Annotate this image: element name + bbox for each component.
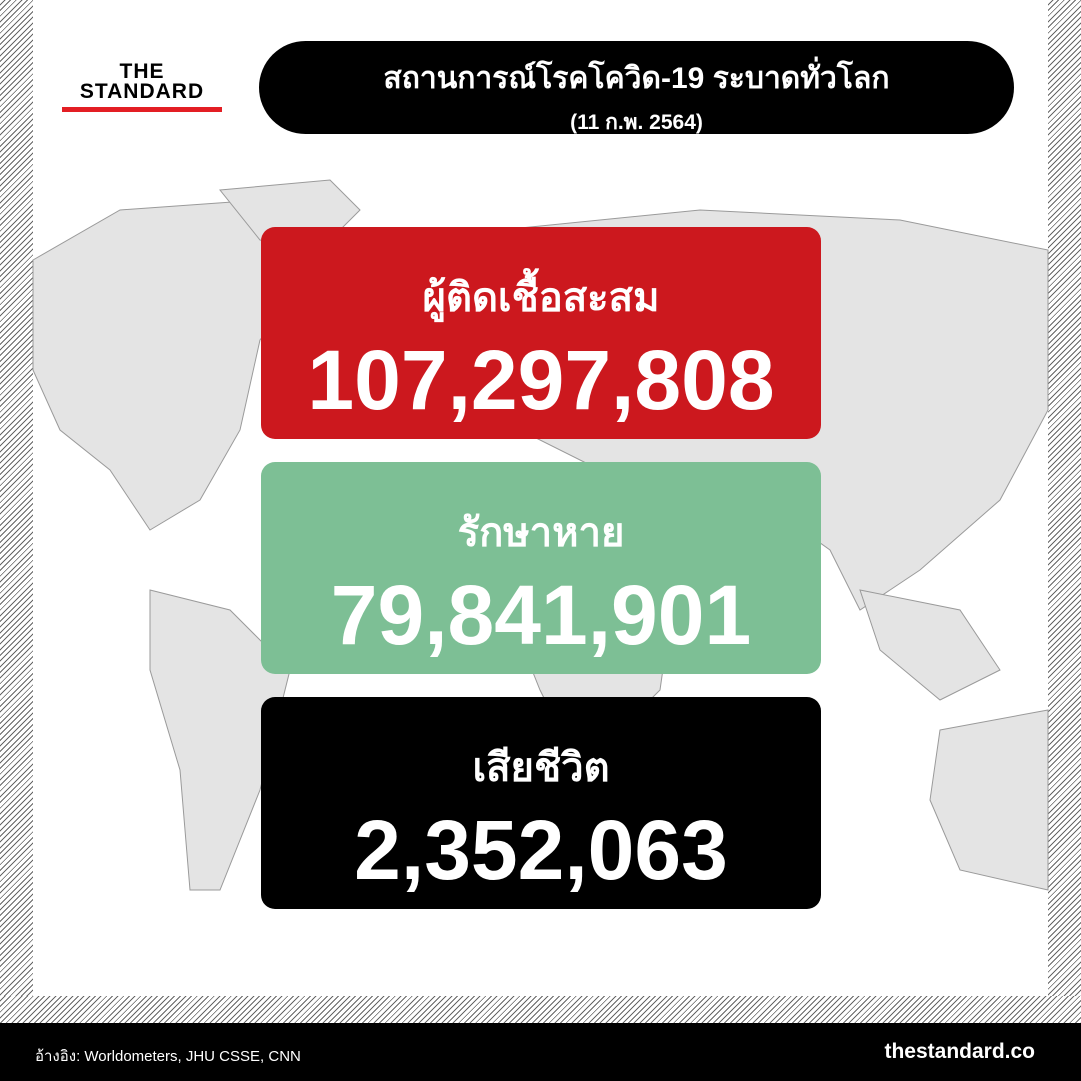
page-title: สถานการณ์โรคโควิด-19 ระบาดทั่วโลก xyxy=(383,62,890,95)
stat-value: 107,297,808 xyxy=(307,333,775,427)
logo-line-2: STANDARD xyxy=(79,80,205,103)
stat-label: ผู้ติดเชื้อสะสม xyxy=(422,276,660,320)
stat-label: รักษาหาย xyxy=(457,511,625,555)
report-date: (11 ก.พ. 2564) xyxy=(570,111,703,134)
stat-value: 2,352,063 xyxy=(354,803,728,897)
source-credit: อ้างอิง: Worldometers, JHU CSSE, CNN xyxy=(35,1048,301,1065)
hatch-border-bottom xyxy=(0,996,1081,1023)
stat-value: 79,841,901 xyxy=(330,568,752,662)
site-url: thestandard.co xyxy=(884,1040,1035,1063)
cumulative-cases-card: ผู้ติดเชื้อสะสม 107,297,808 xyxy=(261,227,821,439)
recovered-card: รักษาหาย 79,841,901 xyxy=(261,462,821,674)
header-banner: สถานการณ์โรคโควิด-19 ระบาดทั่วโลก (11 ก.… xyxy=(259,41,1014,134)
logo-underline xyxy=(62,107,222,112)
map-australia xyxy=(929,709,1049,891)
hatch-border-left xyxy=(0,0,33,1023)
stat-label: เสียชีวิต xyxy=(472,746,610,790)
footer-bar: อ้างอิง: Worldometers, JHU CSSE, CNN the… xyxy=(0,1023,1081,1081)
deaths-card: เสียชีวิต 2,352,063 xyxy=(261,697,821,909)
map-southeast-asia xyxy=(859,589,1001,701)
the-standard-logo: THE STANDARD xyxy=(62,60,222,112)
logo-line-1: THE xyxy=(119,60,165,83)
map-south-america xyxy=(149,589,291,891)
hatch-border-right xyxy=(1048,0,1081,1023)
